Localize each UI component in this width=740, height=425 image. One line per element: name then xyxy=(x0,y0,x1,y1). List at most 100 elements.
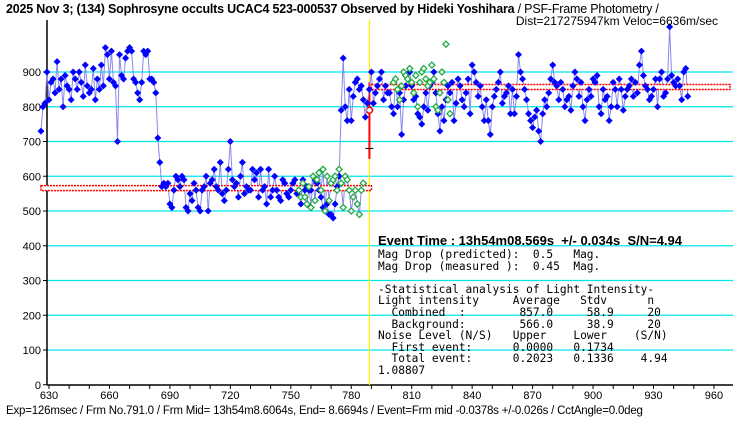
target-point xyxy=(619,106,627,114)
target-point xyxy=(345,85,353,93)
target-point xyxy=(488,103,496,111)
target-point xyxy=(535,127,543,135)
comparison-point xyxy=(339,203,348,212)
target-point xyxy=(549,61,557,69)
target-point xyxy=(519,75,527,83)
target-point xyxy=(436,127,444,135)
target-point xyxy=(79,92,87,100)
target-point xyxy=(658,68,666,76)
target-point xyxy=(95,85,103,93)
target-point xyxy=(190,179,198,187)
target-point xyxy=(422,89,430,97)
target-point xyxy=(124,47,132,55)
target-point xyxy=(91,96,99,104)
target-point xyxy=(204,207,212,215)
target-point xyxy=(615,75,623,83)
target-point xyxy=(83,82,91,90)
comparison-point xyxy=(413,102,422,111)
title-main: 2025 Nov 3; (134) Sophrosyne occults UCA… xyxy=(6,2,515,16)
target-point xyxy=(114,138,122,145)
stat-line: First event: 0.0000 0.1734 xyxy=(378,340,614,354)
target-point xyxy=(637,47,645,55)
target-point xyxy=(678,96,686,104)
target-point xyxy=(228,176,236,184)
comparison-point xyxy=(343,175,352,184)
comparison-point xyxy=(429,75,438,83)
x-tick-label: 870 xyxy=(523,390,541,402)
target-point xyxy=(625,82,633,90)
target-point xyxy=(71,75,79,83)
target-point xyxy=(617,85,625,93)
target-point xyxy=(591,78,599,86)
target-point xyxy=(402,82,410,90)
target-point xyxy=(466,110,474,118)
target-point xyxy=(73,85,81,93)
target-point xyxy=(555,96,563,104)
target-point xyxy=(200,183,208,191)
target-point xyxy=(210,165,218,173)
target-point xyxy=(156,158,164,166)
target-point xyxy=(347,117,355,125)
target-point xyxy=(639,71,647,79)
target-point xyxy=(482,96,490,104)
target-point xyxy=(55,85,63,93)
target-point xyxy=(468,61,476,69)
target-point xyxy=(93,75,101,83)
x-tick-label: 810 xyxy=(403,390,421,402)
target-point xyxy=(122,54,130,62)
x-tick-label: 690 xyxy=(161,390,179,402)
comparison-point xyxy=(337,179,346,188)
target-point xyxy=(668,71,676,79)
exposure-footer: Exp=126msec / Frm No.791.0 / Frm Mid= 13… xyxy=(6,405,643,417)
x-tick-label: 930 xyxy=(644,390,662,402)
target-point xyxy=(180,176,188,184)
target-point xyxy=(164,179,172,187)
target-point xyxy=(533,106,541,114)
target-point xyxy=(61,71,69,79)
comparison-point xyxy=(347,207,356,215)
x-tick-label: 630 xyxy=(40,390,58,402)
target-point xyxy=(484,117,492,125)
target-point xyxy=(454,75,462,83)
target-point xyxy=(277,197,285,205)
comparison-point xyxy=(425,78,434,87)
target-point xyxy=(291,176,299,184)
target-point xyxy=(371,89,379,97)
target-point xyxy=(464,75,472,83)
target-point xyxy=(267,193,275,201)
x-tick-label: 750 xyxy=(282,390,300,402)
comparison-point xyxy=(323,172,331,181)
target-point xyxy=(218,190,226,198)
target-point xyxy=(382,82,390,90)
target-point xyxy=(561,103,569,111)
target-point xyxy=(674,75,682,83)
target-point xyxy=(575,92,583,100)
target-point xyxy=(607,103,615,111)
target-point xyxy=(249,165,257,173)
target-point xyxy=(41,99,49,107)
target-point xyxy=(253,169,261,177)
target-point xyxy=(152,89,160,97)
target-point xyxy=(599,85,607,93)
target-point xyxy=(343,117,351,125)
target-point xyxy=(629,92,637,100)
target-point xyxy=(271,172,279,180)
target-point xyxy=(349,92,357,100)
comparison-point xyxy=(419,64,428,73)
target-point xyxy=(150,78,158,86)
target-point xyxy=(514,51,522,59)
target-point xyxy=(136,96,144,104)
target-point xyxy=(420,103,428,111)
target-point xyxy=(512,92,520,100)
target-point xyxy=(357,82,365,90)
stat-line: Mag Drop (predicted): 0.5 Mag. xyxy=(378,248,601,261)
target-point xyxy=(134,89,142,97)
target-point xyxy=(609,78,617,86)
target-point xyxy=(120,75,128,83)
target-point xyxy=(45,96,53,104)
target-point xyxy=(662,89,670,97)
axes xyxy=(46,20,733,386)
target-point xyxy=(138,78,146,86)
target-point xyxy=(460,103,468,111)
